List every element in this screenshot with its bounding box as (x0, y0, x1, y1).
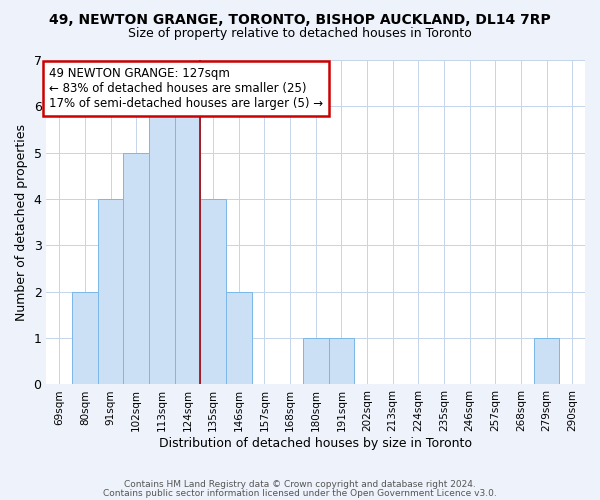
Text: Size of property relative to detached houses in Toronto: Size of property relative to detached ho… (128, 28, 472, 40)
X-axis label: Distribution of detached houses by size in Toronto: Distribution of detached houses by size … (159, 437, 472, 450)
Bar (329, 338, 354, 384)
Text: 49, NEWTON GRANGE, TORONTO, BISHOP AUCKLAND, DL14 7RP: 49, NEWTON GRANGE, TORONTO, BISHOP AUCKL… (49, 12, 551, 26)
Bar (124, 152, 149, 384)
Y-axis label: Number of detached properties: Number of detached properties (15, 124, 28, 320)
Text: Contains HM Land Registry data © Crown copyright and database right 2024.: Contains HM Land Registry data © Crown c… (124, 480, 476, 489)
Bar (226, 292, 251, 384)
Bar (72, 292, 98, 384)
Bar (175, 106, 200, 384)
Text: 49 NEWTON GRANGE: 127sqm
← 83% of detached houses are smaller (25)
17% of semi-d: 49 NEWTON GRANGE: 127sqm ← 83% of detach… (49, 67, 323, 110)
Bar (303, 338, 329, 384)
Bar (98, 199, 124, 384)
Bar (534, 338, 559, 384)
Bar (200, 199, 226, 384)
Bar (149, 106, 175, 384)
Text: Contains public sector information licensed under the Open Government Licence v3: Contains public sector information licen… (103, 489, 497, 498)
